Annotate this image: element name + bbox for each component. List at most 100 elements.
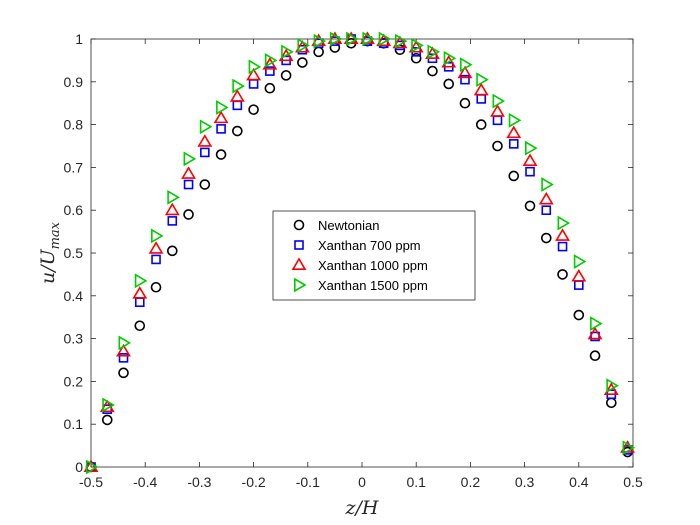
data-point bbox=[167, 216, 178, 226]
data-point bbox=[427, 65, 438, 77]
data-point bbox=[525, 140, 538, 156]
y-tick-label: 1 bbox=[75, 31, 83, 47]
tick-labels: -0.5 -0.4 -0.3 -0.2 -0.1 0 0.1 0.2 0.3 0.4 0.5 0 0.1… bbox=[64, 31, 643, 490]
y-tick-label: 0.9 bbox=[64, 74, 84, 90]
data-point bbox=[262, 57, 278, 70]
legend-marker bbox=[293, 277, 307, 293]
data-point bbox=[132, 286, 148, 299]
data-point bbox=[248, 59, 262, 75]
data-markers bbox=[83, 31, 636, 475]
data-point bbox=[248, 104, 259, 115]
data-point bbox=[199, 179, 211, 190]
data-point bbox=[459, 97, 471, 109]
data-point bbox=[167, 189, 180, 205]
data-point bbox=[183, 151, 197, 167]
data-point bbox=[573, 309, 585, 321]
data-point bbox=[473, 82, 489, 96]
y-tick-label: 0.1 bbox=[64, 416, 84, 432]
data-point bbox=[589, 350, 601, 362]
x-tick-label: -0.4 bbox=[133, 474, 157, 490]
data-point bbox=[492, 140, 503, 152]
x-tick-label: 0.5 bbox=[623, 474, 643, 490]
series-newtonian bbox=[85, 35, 633, 473]
data-point bbox=[427, 44, 441, 60]
data-point bbox=[200, 147, 210, 158]
data-point bbox=[555, 228, 570, 241]
legend-label: Newtonian bbox=[318, 218, 379, 233]
data-point bbox=[246, 67, 261, 81]
data-point bbox=[183, 179, 194, 190]
data-point bbox=[134, 320, 146, 332]
data-point bbox=[148, 241, 164, 254]
data-point bbox=[411, 38, 424, 53]
data-point bbox=[622, 440, 636, 456]
series-xanthan-1500-ppm bbox=[86, 31, 636, 475]
data-point bbox=[232, 78, 245, 94]
data-point bbox=[476, 72, 489, 88]
data-point bbox=[525, 166, 535, 177]
data-point bbox=[541, 177, 554, 192]
data-point bbox=[150, 281, 162, 293]
data-point bbox=[167, 245, 178, 257]
data-point bbox=[460, 74, 470, 85]
data-point bbox=[199, 119, 213, 135]
data-point bbox=[101, 414, 113, 426]
data-point bbox=[441, 54, 457, 68]
y-tick-label: 0.2 bbox=[64, 373, 84, 389]
data-point bbox=[475, 119, 487, 130]
data-point bbox=[265, 66, 275, 76]
data-point bbox=[557, 215, 571, 231]
data-point bbox=[86, 459, 99, 475]
legend: Newtonian Xanthan 700 ppm Xanthan 1000 ppm… bbox=[272, 210, 476, 301]
data-point bbox=[183, 209, 194, 220]
legend-label: Xanthan 700 ppm bbox=[318, 238, 421, 253]
data-point bbox=[118, 353, 129, 363]
data-point bbox=[280, 70, 292, 81]
x-tick-label: -0.3 bbox=[187, 474, 211, 490]
data-point bbox=[264, 53, 278, 68]
legend-items: Newtonian Xanthan 700 ppm Xanthan 1000 ppm… bbox=[291, 218, 428, 293]
data-point bbox=[571, 268, 587, 282]
data-point bbox=[229, 89, 245, 102]
data-point bbox=[410, 52, 422, 64]
data-point bbox=[443, 78, 455, 90]
data-point bbox=[232, 125, 243, 137]
data-point bbox=[541, 205, 552, 215]
data-point bbox=[164, 202, 180, 216]
data-point bbox=[215, 149, 227, 160]
data-point bbox=[506, 125, 522, 139]
y-tick-label: 0.8 bbox=[64, 117, 84, 133]
data-point bbox=[216, 100, 229, 115]
data-point bbox=[573, 254, 587, 269]
data-point bbox=[151, 254, 161, 265]
y-axis-label: u/Umax bbox=[37, 221, 63, 284]
y-axis-label-main: u/U bbox=[37, 248, 59, 284]
x-tick-label: 0.1 bbox=[406, 474, 426, 490]
data-point bbox=[603, 382, 619, 395]
data-point bbox=[216, 124, 226, 134]
legend-box bbox=[272, 210, 476, 301]
data-point bbox=[606, 378, 619, 394]
data-point bbox=[151, 228, 164, 244]
x-tick-label: -0.1 bbox=[296, 474, 320, 490]
data-point bbox=[524, 200, 536, 212]
data-point bbox=[278, 48, 294, 62]
data-point bbox=[197, 134, 213, 147]
x-tick-label: 0.2 bbox=[461, 474, 481, 490]
data-point bbox=[557, 269, 568, 280]
legend-label: Xanthan 1000 ppm bbox=[318, 258, 428, 273]
data-point bbox=[587, 326, 603, 340]
y-axis-label-subscript: max bbox=[48, 221, 63, 249]
x-tick-label: 0 bbox=[358, 474, 366, 490]
data-point bbox=[394, 33, 408, 49]
data-point bbox=[281, 44, 294, 60]
x-tick-label: 0.4 bbox=[569, 474, 589, 490]
data-point bbox=[213, 110, 229, 124]
data-point bbox=[522, 153, 538, 166]
data-point bbox=[557, 241, 568, 252]
data-point bbox=[508, 139, 519, 149]
data-point bbox=[297, 57, 308, 68]
data-point bbox=[116, 343, 131, 357]
data-point bbox=[181, 166, 196, 179]
